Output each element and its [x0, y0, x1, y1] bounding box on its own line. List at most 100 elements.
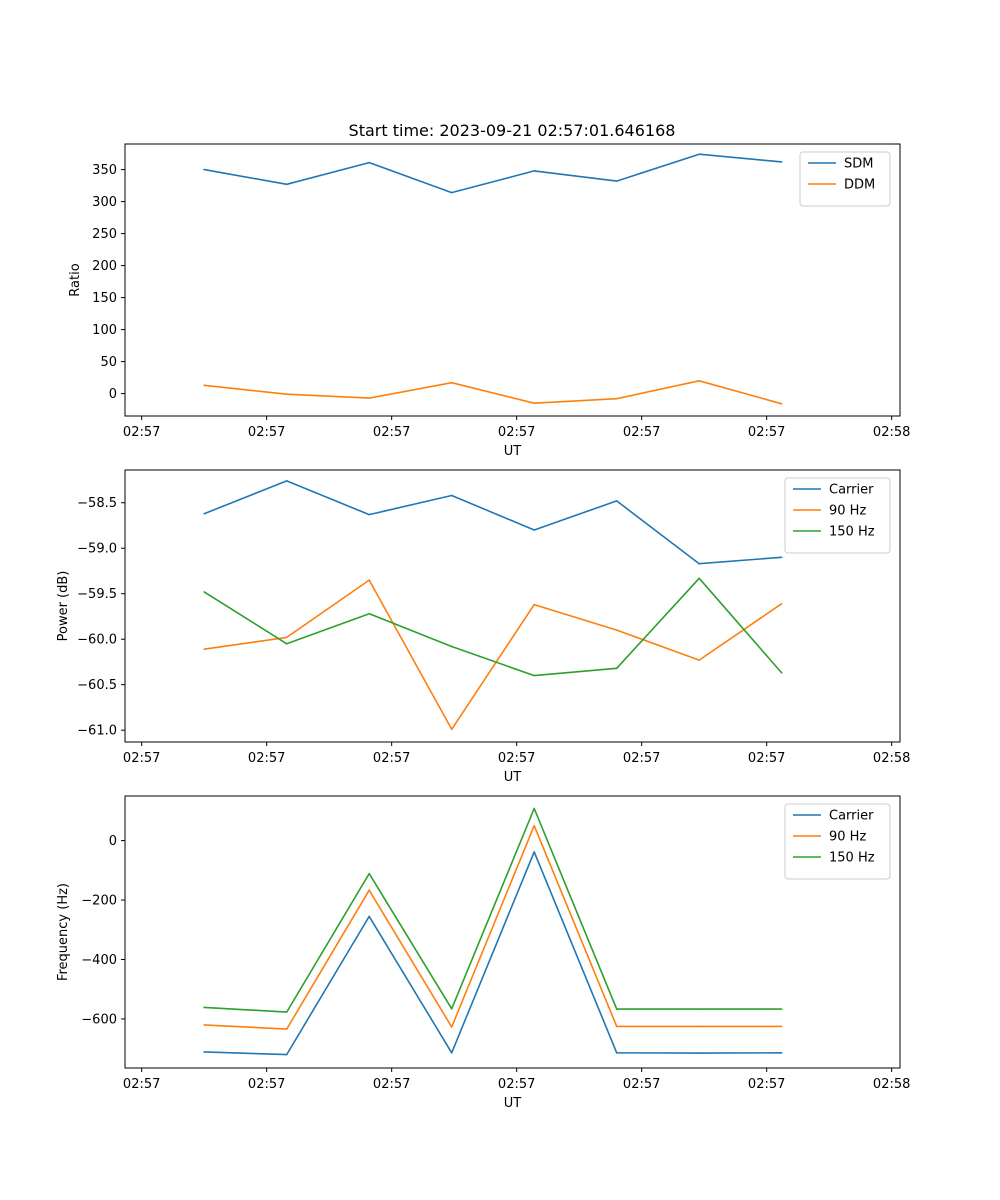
ratio-x-tick-label: 02:57 — [748, 425, 785, 440]
frequency-data-point — [285, 1011, 288, 1013]
frequency-data-point — [368, 872, 370, 875]
ratio-series-line-sdm — [204, 153, 782, 194]
power-data-point — [780, 672, 783, 674]
ratio-legend-label: DDM — [844, 178, 875, 193]
frequency-series-line-carrier — [204, 851, 782, 1056]
ratio-y-tick-label: 0 — [109, 387, 117, 402]
frequency-data-point — [285, 1028, 288, 1030]
power-data-point — [450, 728, 453, 731]
power-data-point — [698, 577, 700, 580]
ratio-y-tick-label: 150 — [92, 291, 117, 306]
ratio-data-point — [285, 183, 288, 186]
power-y-tick-label: −58.5 — [77, 496, 117, 511]
power-data-point — [533, 529, 535, 531]
frequency-data-point — [533, 851, 535, 853]
ratio-data-point — [203, 384, 205, 387]
frequency-data-point — [203, 1051, 205, 1053]
frequency-data-point — [615, 1052, 618, 1054]
power-y-tick-label: −59.5 — [77, 587, 117, 602]
power-x-tick-label: 02:57 — [623, 751, 660, 766]
power-y-tick-label: −60.0 — [77, 633, 117, 648]
frequency-legend-label: 90 Hz — [829, 830, 866, 845]
power-legend-box — [784, 477, 891, 554]
frequency-data-point — [450, 1052, 453, 1054]
power-y-tick-label: −59.0 — [77, 542, 117, 557]
panel-frequency: 02:57 02:57 02:57 02:57 02:57 02:57 02:58 0 −200… — [56, 795, 910, 1111]
ratio-x-tick-label: 02:58 — [873, 425, 910, 440]
ratio-x-tick-label: 02:57 — [373, 425, 410, 440]
frequency-y-tick-label: −600 — [81, 1012, 117, 1027]
power-x-tick-label: 02:57 — [248, 751, 285, 766]
ratio-y-tick-label: 300 — [92, 195, 117, 210]
power-data-point — [368, 513, 370, 516]
frequency-data-point — [698, 1052, 700, 1054]
power-y-axis-label: Power (dB) — [56, 571, 71, 642]
frequency-data-point — [450, 1008, 453, 1010]
power-data-point — [615, 629, 618, 631]
ratio-x-tick-label: 02:57 — [123, 425, 160, 440]
power-data-point — [450, 494, 453, 497]
frequency-data-point — [780, 1025, 783, 1028]
ratio-data-point — [368, 161, 370, 164]
ratio-data-point — [780, 403, 783, 405]
frequency-x-tick-label: 02:58 — [873, 1077, 910, 1092]
ratio-data-point — [450, 381, 453, 384]
power-data-point — [533, 603, 535, 606]
power-data-point — [285, 636, 288, 639]
chart-title: Start time: 2023-09-21 02:57:01.646168 — [349, 121, 676, 140]
ratio-x-tick-label: 02:57 — [248, 425, 285, 440]
frequency-legend-label: 150 Hz — [829, 851, 875, 866]
frequency-legend-box — [784, 803, 891, 880]
panel-power: 02:57 02:57 02:57 02:57 02:57 02:57 02:58 −58.5… — [56, 469, 910, 785]
power-data-point — [780, 602, 783, 605]
power-plot-frame — [124, 469, 901, 743]
power-series-line-carrier — [203, 480, 782, 565]
ratio-data-point — [203, 168, 205, 171]
frequency-data-point — [285, 1053, 288, 1056]
power-y-tick-label: −60.5 — [77, 678, 117, 693]
power-x-tick-label: 02:57 — [123, 751, 160, 766]
ratio-data-point — [615, 397, 618, 400]
power-series-line-150-hz — [203, 577, 783, 677]
power-data-point — [203, 512, 205, 515]
power-data-point — [780, 556, 783, 559]
frequency-data-point — [615, 1025, 618, 1028]
power-x-tick-label: 02:58 — [873, 751, 910, 766]
ratio-y-tick-label: 250 — [92, 227, 117, 242]
power-x-tick-label: 02:57 — [498, 751, 535, 766]
ratio-data-point — [285, 393, 288, 396]
frequency-data-point — [368, 889, 370, 892]
frequency-y-tick-label: −200 — [81, 894, 117, 909]
power-data-point — [285, 642, 288, 645]
power-data-point — [450, 645, 453, 648]
frequency-x-tick-label: 02:57 — [748, 1077, 785, 1092]
ratio-y-tick-label: 50 — [100, 355, 117, 370]
power-legend: Carrier 90 Hz 150 Hz — [784, 477, 891, 554]
frequency-x-tick-label: 02:57 — [123, 1077, 160, 1092]
frequency-x-tick-label: 02:57 — [498, 1077, 535, 1092]
power-x-axis-label: UT — [504, 770, 522, 785]
ratio-y-tick-label: 200 — [92, 259, 117, 274]
frequency-legend-label: Carrier — [829, 809, 874, 824]
frequency-data-point — [203, 1006, 205, 1009]
ratio-plot-frame — [124, 143, 901, 417]
power-data-point — [698, 659, 700, 661]
ratio-data-point — [450, 191, 453, 194]
ratio-legend-label: SDM — [844, 157, 873, 172]
frequency-x-tick-label: 02:57 — [373, 1077, 410, 1092]
frequency-data-point — [450, 1026, 453, 1028]
ratio-y-axis-label: Ratio — [68, 263, 83, 296]
power-y-tick-label: −61.0 — [77, 724, 117, 739]
ratio-data-point — [698, 153, 700, 156]
power-x-tick-label: 02:57 — [373, 751, 410, 766]
frequency-y-tick-label: −400 — [81, 953, 117, 968]
power-data-point — [203, 648, 205, 651]
ratio-legend-box — [799, 151, 891, 207]
power-legend-label: 90 Hz — [829, 504, 866, 519]
power-data-point — [368, 612, 370, 615]
power-data-point — [615, 500, 618, 502]
frequency-plot-frame — [124, 795, 901, 1069]
power-x-tick-label: 02:57 — [748, 751, 785, 766]
ratio-data-point — [533, 402, 535, 405]
